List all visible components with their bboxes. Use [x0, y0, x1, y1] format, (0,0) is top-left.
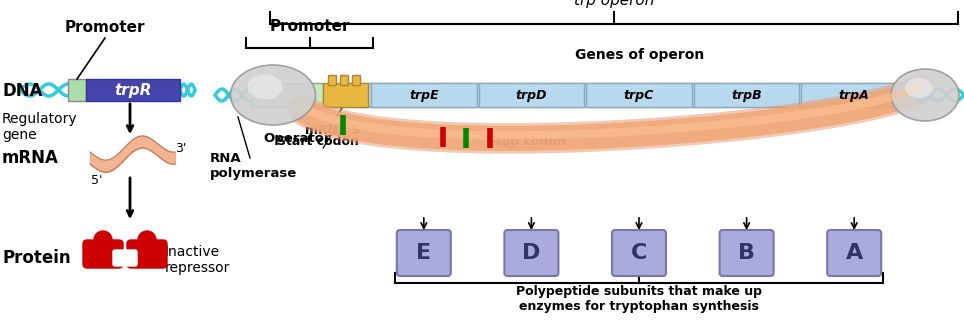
- Ellipse shape: [230, 65, 315, 125]
- Text: trpB: trpB: [732, 90, 762, 102]
- Text: D: D: [522, 243, 541, 263]
- FancyBboxPatch shape: [68, 79, 86, 101]
- FancyBboxPatch shape: [612, 230, 666, 276]
- Text: trpE: trpE: [409, 90, 439, 102]
- Text: RNA
polymerase: RNA polymerase: [210, 152, 297, 180]
- FancyBboxPatch shape: [113, 250, 137, 266]
- FancyBboxPatch shape: [127, 240, 167, 268]
- Circle shape: [138, 231, 156, 249]
- FancyBboxPatch shape: [801, 83, 907, 107]
- Text: DNA: DNA: [2, 82, 42, 100]
- Ellipse shape: [905, 78, 933, 98]
- Circle shape: [94, 231, 112, 249]
- Ellipse shape: [248, 75, 282, 100]
- Text: C: C: [630, 243, 647, 263]
- FancyBboxPatch shape: [86, 79, 180, 101]
- FancyBboxPatch shape: [586, 83, 692, 107]
- FancyBboxPatch shape: [352, 75, 360, 85]
- Text: B: B: [738, 243, 755, 263]
- Text: Polypeptide subunits that make up
enzymes for tryptophan synthesis: Polypeptide subunits that make up enzyme…: [516, 285, 762, 313]
- Text: Operator: Operator: [263, 132, 331, 145]
- Text: trp operon: trp operon: [574, 0, 655, 8]
- FancyBboxPatch shape: [504, 230, 558, 276]
- Text: Regulatory
gene: Regulatory gene: [2, 112, 78, 142]
- FancyBboxPatch shape: [251, 83, 323, 107]
- Text: 3': 3': [175, 141, 186, 155]
- Text: trpC: trpC: [624, 90, 655, 102]
- Text: trpA: trpA: [839, 90, 870, 102]
- Text: Genes of operon: Genes of operon: [576, 48, 705, 62]
- Text: E: E: [416, 243, 431, 263]
- Text: mRNA: mRNA: [2, 149, 59, 167]
- FancyBboxPatch shape: [478, 83, 584, 107]
- Text: A: A: [845, 243, 863, 263]
- FancyBboxPatch shape: [328, 75, 336, 85]
- Text: Promoter: Promoter: [269, 19, 350, 34]
- FancyBboxPatch shape: [340, 75, 348, 85]
- FancyBboxPatch shape: [323, 83, 368, 107]
- Ellipse shape: [891, 69, 959, 121]
- Text: trpR: trpR: [115, 84, 151, 99]
- FancyBboxPatch shape: [827, 230, 881, 276]
- Text: Start codon: Start codon: [278, 135, 360, 148]
- Text: Protein: Protein: [2, 249, 70, 267]
- FancyBboxPatch shape: [371, 83, 476, 107]
- FancyBboxPatch shape: [694, 83, 799, 107]
- Text: Inactive
repressor: Inactive repressor: [165, 245, 230, 275]
- Text: trpD: trpD: [516, 90, 548, 102]
- Text: 5': 5': [91, 174, 102, 187]
- Text: mRNA 5': mRNA 5': [305, 124, 364, 137]
- Text: Promoter: Promoter: [65, 20, 146, 36]
- Text: Stop codon: Stop codon: [487, 135, 565, 148]
- FancyBboxPatch shape: [397, 230, 451, 276]
- FancyBboxPatch shape: [83, 240, 123, 268]
- FancyBboxPatch shape: [719, 230, 773, 276]
- FancyBboxPatch shape: [330, 83, 910, 107]
